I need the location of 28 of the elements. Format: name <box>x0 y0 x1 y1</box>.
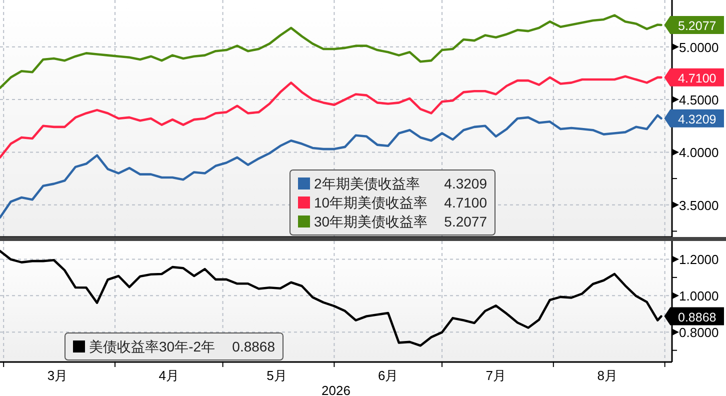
y-tick-label: 4.5000 <box>679 92 719 108</box>
x-axis-title: 2026 <box>322 383 350 396</box>
y-tick-label: 5.0000 <box>679 40 719 55</box>
y-tick-label: 1.0000 <box>679 288 719 304</box>
text: 5.2077 <box>444 214 487 230</box>
x-tick-label: 3月 <box>47 368 68 383</box>
data-label: 4.3209 <box>678 112 716 126</box>
data-label: 5.2077 <box>678 18 716 33</box>
line-series <box>0 75 662 159</box>
x-tick-label: 6月 <box>378 368 398 383</box>
data-label: 0.8868 <box>678 310 716 324</box>
x-tick-label: 8月 <box>597 368 618 383</box>
y-tick-label: 3.5000 <box>679 198 719 213</box>
y-tick-label: 1.2000 <box>679 252 719 268</box>
text: 4.7100 <box>444 194 487 210</box>
x-tick-label: 7月 <box>486 368 506 383</box>
legend-label: 10年期美债收益率 <box>314 194 428 210</box>
legend-label: 美债收益率30年-2年 <box>89 338 216 354</box>
line-series <box>0 14 662 90</box>
legend: 美债收益率30年-2年 0.8868 <box>64 332 284 360</box>
legend-label: 2年期美债收益率 <box>314 176 420 192</box>
x-tick-label: 5月 <box>266 368 287 383</box>
legend-label: 30年期美债收益率 <box>314 214 428 230</box>
y-tick-label: 4.0000 <box>679 145 719 160</box>
data-label: 4.7100 <box>678 71 716 86</box>
text: 4.3209 <box>444 176 487 192</box>
x-tick-label: 4月 <box>158 368 180 383</box>
y-tick-label: 0.8000 <box>679 325 719 340</box>
